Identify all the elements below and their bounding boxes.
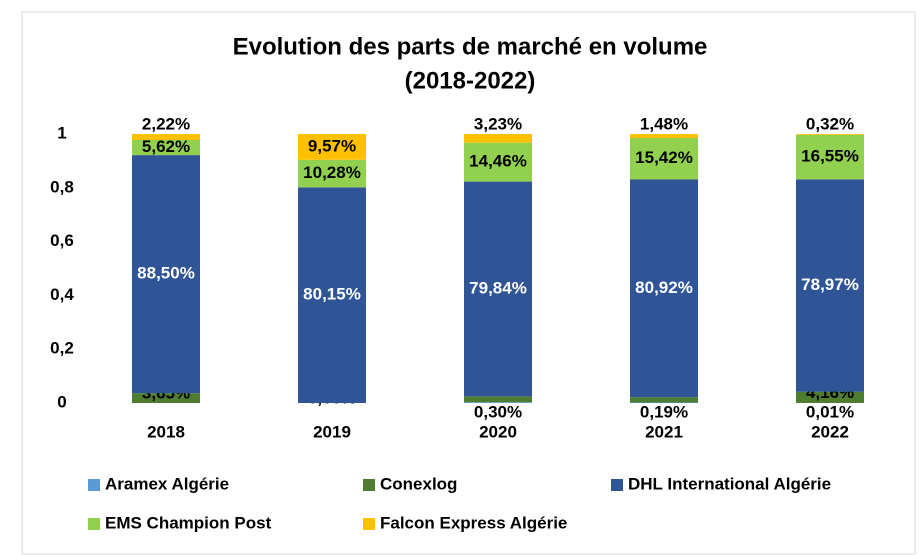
y-tick-label: 1 <box>57 123 66 142</box>
bar-segment <box>630 179 698 398</box>
y-tick-label: 0,4 <box>50 285 74 304</box>
legend-swatch <box>88 518 100 530</box>
bar-segment <box>464 396 532 403</box>
bar-segment <box>464 402 532 403</box>
x-tick-label: 2018 <box>147 422 185 441</box>
bar-segment <box>630 397 698 403</box>
bar-segment <box>298 187 366 403</box>
legend-swatch <box>363 479 375 491</box>
bar-segment <box>796 133 864 135</box>
data-label: 5,62% <box>142 137 190 156</box>
bar-segment <box>132 134 200 140</box>
bar-segment <box>132 155 200 394</box>
bar-segment <box>796 134 864 180</box>
legend-label: DHL International Algérie <box>628 474 831 493</box>
bar-segment <box>630 402 698 403</box>
chart-title: Evolution des parts de marché en volume <box>233 33 708 60</box>
data-label: 3,23% <box>474 114 522 133</box>
data-label: 16,55% <box>801 147 859 166</box>
bar-segment <box>132 393 200 403</box>
data-label: 10,28% <box>303 163 361 182</box>
legend-label: EMS Champion Post <box>105 513 272 532</box>
data-label: 78,97% <box>801 275 859 294</box>
data-label: 0,30% <box>474 402 522 421</box>
bar-segment <box>298 159 366 188</box>
x-tick-label: 2020 <box>479 422 517 441</box>
legend-swatch <box>363 518 375 530</box>
x-tick-label: 2022 <box>811 422 849 441</box>
bar-segment <box>796 179 864 392</box>
y-tick-label: 0,8 <box>50 177 74 196</box>
data-label: 2,22% <box>142 115 190 134</box>
data-label: 88,50% <box>137 264 195 283</box>
data-label: 80,92% <box>635 278 693 297</box>
chart-subtitle: (2018-2022) <box>405 67 536 94</box>
x-tick-label: 2021 <box>645 422 683 441</box>
bar-segment <box>464 134 532 143</box>
bar-segment <box>132 139 200 156</box>
legend-swatch <box>611 479 623 491</box>
x-tick-label: 2019 <box>313 422 351 441</box>
data-label: 0,32% <box>806 114 854 133</box>
y-tick-label: 0 <box>57 392 66 411</box>
bar-segment <box>630 134 698 139</box>
legend-label: Falcon Express Algérie <box>380 513 567 532</box>
data-label: 9,57% <box>308 136 356 155</box>
legend-label: Conexlog <box>380 474 457 493</box>
y-tick-label: 0,6 <box>50 231 74 250</box>
data-label: 79,84% <box>469 278 527 297</box>
bar-segment <box>464 142 532 182</box>
data-label: 80,15% <box>303 285 361 304</box>
bar-segment <box>464 181 532 397</box>
data-label: 14,46% <box>469 152 527 171</box>
data-label: 15,42% <box>635 148 693 167</box>
bar-segment <box>298 134 366 160</box>
bar-segment <box>796 391 864 403</box>
y-tick-label: 0,2 <box>50 339 74 358</box>
data-label: 1,48% <box>640 115 688 134</box>
legend-label: Aramex Algérie <box>105 474 229 493</box>
bar-segment <box>630 138 698 180</box>
data-label: 0,19% <box>640 402 688 421</box>
data-label: 0,01% <box>806 402 854 421</box>
legend-swatch <box>88 479 100 491</box>
